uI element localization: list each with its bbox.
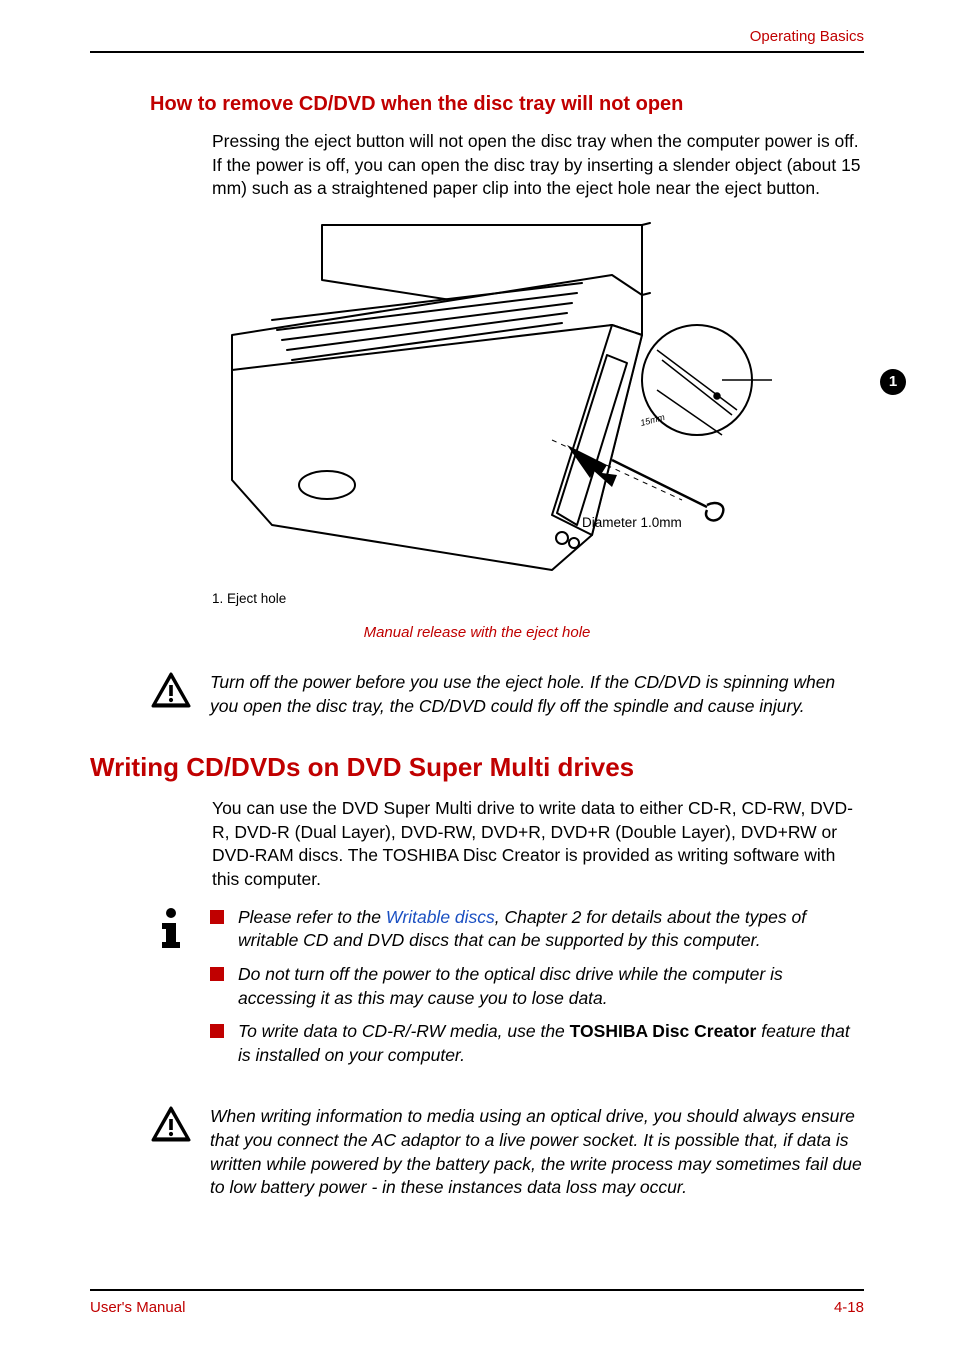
figure-diagram: 15mm 1 Diameter 1.0mm	[212, 215, 864, 585]
section-intro: You can use the DVD Super Multi drive to…	[212, 797, 864, 892]
callout-badge-1: 1	[880, 369, 906, 395]
info-bullet-2: Do not turn off the power to the optical…	[210, 963, 864, 1010]
bullet-3-pre: To write data to CD-R/-RW media, use the	[238, 1021, 570, 1041]
info-bullet-3: To write data to CD-R/-RW media, use the…	[210, 1020, 864, 1067]
page-footer: User's Manual 4-18	[90, 1289, 864, 1316]
info-bullet-1: Please refer to the Writable discs, Chap…	[210, 906, 864, 953]
footer-left: User's Manual	[90, 1299, 185, 1316]
info-icon	[150, 906, 192, 950]
laptop-illustration	[212, 215, 772, 575]
bullet-1-text: Please refer to the Writable discs, Chap…	[238, 906, 864, 953]
bullet-1-pre: Please refer to the	[238, 907, 386, 927]
subsection-title: How to remove CD/DVD when the disc tray …	[150, 93, 864, 116]
warning-2-text: When writing information to media using …	[210, 1105, 864, 1200]
warning-icon	[150, 1105, 192, 1145]
warning-block-2: When writing information to media using …	[150, 1105, 864, 1200]
bullet-icon	[210, 1024, 224, 1038]
figure-caption: Manual release with the eject hole	[90, 624, 864, 641]
bullet-icon	[210, 967, 224, 981]
info-block: Please refer to the Writable discs, Chap…	[150, 906, 864, 1078]
bullet-3-text: To write data to CD-R/-RW media, use the…	[238, 1020, 864, 1067]
footer-right: 4-18	[834, 1299, 864, 1316]
section-title: Writing CD/DVDs on DVD Super Multi drive…	[90, 752, 864, 783]
top-rule	[90, 51, 864, 53]
warning-block-1: Turn off the power before you use the ej…	[150, 671, 864, 718]
warning-icon	[150, 671, 192, 711]
info-bullet-list: Please refer to the Writable discs, Chap…	[210, 906, 864, 1078]
warning-1-text: Turn off the power before you use the ej…	[210, 671, 864, 718]
figure-legend: 1. Eject hole	[212, 591, 864, 606]
bullet-3-bold: TOSHIBA Disc Creator	[570, 1021, 757, 1041]
diameter-label: Diameter 1.0mm	[582, 515, 682, 530]
bullet-2-text: Do not turn off the power to the optical…	[238, 963, 864, 1010]
subsection-body: Pressing the eject button will not open …	[212, 130, 864, 201]
bullet-icon	[210, 910, 224, 924]
writable-discs-link[interactable]: Writable discs	[386, 907, 495, 927]
header-section-name: Operating Basics	[90, 28, 864, 51]
